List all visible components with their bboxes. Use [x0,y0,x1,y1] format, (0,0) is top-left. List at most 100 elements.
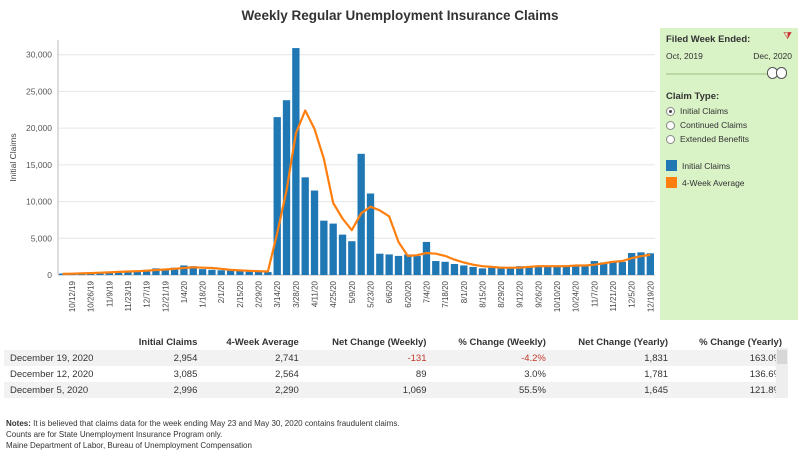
x-tick-label: 9/12/20 [516,280,525,307]
bar [59,273,67,275]
radio-icon[interactable] [666,134,675,144]
bar [553,266,561,275]
cell-pct-yearly: 121.8% [674,382,788,398]
bar [376,253,384,275]
bar [236,270,244,275]
clear-filter-icon[interactable]: ⧩ [783,31,792,42]
bar [600,262,608,275]
x-tick-label: 11/7/20 [590,280,599,307]
x-tick-label: 4/25/20 [329,280,338,307]
bar [161,268,169,275]
x-tick-label: 2/15/20 [236,280,245,307]
x-tick-label: 11/21/20 [609,280,618,311]
bar [338,234,347,275]
notes-line-3: Maine Department of Labor, Bureau of Une… [6,441,252,450]
bar [609,261,617,275]
bar [208,269,216,275]
bar [478,268,487,275]
bar [460,265,468,275]
bar [142,269,151,275]
x-tick-label: 12/21/19 [161,280,170,312]
legend-4-week-average[interactable]: 4-Week Average [666,177,792,188]
x-tick-label: 8/15/20 [478,280,487,307]
range-start: Oct, 2019 [666,51,703,61]
x-tick-label: 8/29/20 [497,280,506,307]
y-tick-label: 0 [47,270,52,280]
x-tick-label: 12/19/20 [646,280,655,312]
chart-title: Weekly Regular Unemployment Insurance Cl… [241,8,559,23]
cell-pct-yearly: 163.0% [674,350,788,366]
radio-checked-icon[interactable] [666,106,675,116]
notes-line-1: Notes: It is believed that claims data f… [6,418,400,429]
y-tick-label: 20,000 [26,123,52,133]
average-line [62,109,651,275]
range-end: Dec, 2020 [753,51,792,61]
bar [152,268,160,275]
legend-initial-claims[interactable]: Initial Claims [666,160,792,171]
x-tick-label: 7/18/20 [441,280,450,307]
bar [506,267,515,275]
option-initial-claims[interactable]: Initial Claims [666,106,792,116]
slider-end-handle[interactable] [776,67,787,79]
table-row[interactable]: December 12, 2020 3,085 2,564 89 3.0% 1,… [4,366,788,382]
row-date: December 19, 2020 [4,350,119,366]
x-tick-label: 11/23/19 [124,280,133,311]
bar [217,270,225,275]
bar [189,266,197,275]
bar [404,254,412,275]
table-header-row: Initial Claims 4-Week Average Net Change… [4,334,788,350]
column-header: % Change (Yearly) [699,336,782,348]
bar [562,265,571,275]
filter-panel: Filed Week Ended: ⧩ Oct, 2019 Dec, 2020 … [660,28,798,320]
bar [497,266,505,275]
legend-label: Initial Claims [682,160,731,171]
scrollbar-thumb[interactable] [777,350,787,364]
bar [385,254,393,275]
cell-pct-weekly: 55.5% [432,382,552,398]
bar [646,253,654,275]
notes: Notes: It is believed that claims data f… [6,418,400,451]
x-tick-label: 12/7/19 [143,280,152,307]
x-tick-label: 10/26/19 [87,280,96,312]
cell-net-yearly: 1,645 [551,382,675,398]
radio-icon[interactable] [666,120,675,130]
bar [348,241,356,275]
cell-pct-weekly: 3.0% [524,368,546,380]
row-date: December 5, 2020 [4,382,119,398]
y-tick-label: 30,000 [26,50,52,60]
y-tick-label: 15,000 [26,160,52,170]
table-row[interactable]: December 19, 2020 2,954 2,741 -131 -4.2%… [4,350,788,366]
cell-initial: 3,085 [173,368,198,380]
x-tick-label: 10/10/20 [553,280,562,312]
option-label: Continued Claims [680,120,748,130]
bar [469,266,477,275]
date-range-slider[interactable] [666,67,792,81]
row-date: December 12, 2020 [10,368,94,380]
legend-swatch-bar [666,160,677,171]
bar [114,271,123,275]
bar [198,269,207,275]
cell-net-yearly: 1,831 [551,350,675,366]
bar [441,261,449,275]
x-tick-label: 7/4/20 [422,280,431,303]
date-range-labels: Oct, 2019 Dec, 2020 [666,51,792,61]
x-tick-label: 5/23/20 [366,280,375,307]
bar [245,271,253,275]
table-scrollbar[interactable] [776,348,788,398]
option-continued-claims[interactable]: Continued Claims [666,120,792,130]
x-tick-label: 11/9/19 [105,280,114,307]
claim-type-label: Claim Type: [666,91,720,102]
bar [310,190,319,275]
bar [124,270,132,275]
summary-table: Initial Claims 4-Week Average Net Change… [4,334,788,398]
bar [422,241,431,275]
bar [133,270,141,275]
x-tick-label: 8/1/20 [460,280,469,303]
x-tick-label: 10/12/19 [68,280,77,312]
column-header: Initial Claims [138,336,198,348]
option-extended-benefits[interactable]: Extended Benefits [666,134,792,144]
bar [488,267,496,275]
table-row[interactable]: December 5, 2020 2,996 2,290 1,069 55.5%… [4,382,788,398]
notes-text: It is believed that claims data for the … [30,419,400,428]
x-tick-label: 2/29/20 [255,280,264,307]
